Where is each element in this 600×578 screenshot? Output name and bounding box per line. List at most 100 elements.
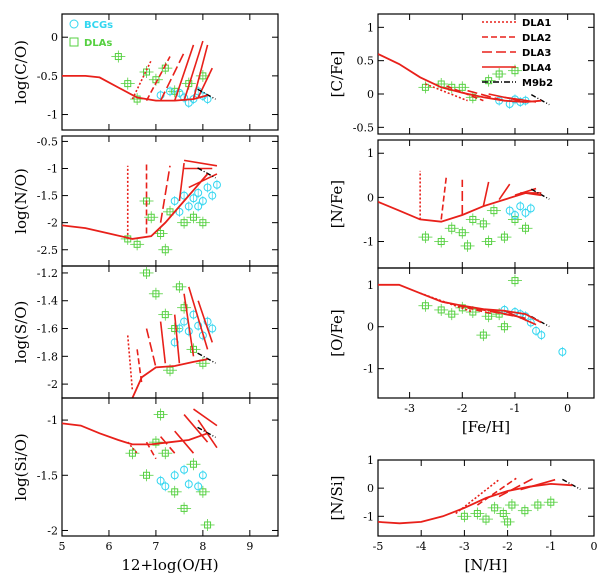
right-nsi-dla-point bbox=[547, 498, 555, 506]
right-nsi-dla-point bbox=[534, 501, 542, 509]
right-ofe-bcg-point bbox=[526, 318, 535, 327]
right-nsi-xtick-label: -1 bbox=[545, 540, 556, 553]
left-so-plot-area bbox=[126, 266, 217, 398]
left-no-bcg-point bbox=[198, 197, 207, 205]
left-sio-model-branch bbox=[174, 430, 195, 454]
right-cfe-ytick-label: 0.5 bbox=[357, 55, 375, 68]
right-nfe-dla-point bbox=[448, 224, 456, 232]
legend-label-dlas: DLAs bbox=[84, 38, 112, 49]
right-nsi-plot-area bbox=[378, 477, 581, 528]
right-ofe-xtick-label: -2 bbox=[457, 402, 468, 415]
left-so-ytick-label: -1.8 bbox=[37, 350, 58, 363]
left-so-ylabel: log(S/O) bbox=[12, 301, 30, 364]
left-co-model-branch bbox=[192, 44, 209, 100]
right-ofe-dla-point bbox=[437, 306, 445, 314]
right-nfe-dla-point bbox=[469, 215, 477, 223]
right-nfe-ylabel: [N/Fe] bbox=[328, 180, 346, 228]
right-nfe-dla-point bbox=[485, 238, 493, 246]
right-cfe-ytick-label: 1 bbox=[367, 21, 374, 34]
left-sio-ytick-label: -1 bbox=[47, 414, 58, 427]
left-sio-bcg-point bbox=[170, 471, 179, 480]
left-so-model-branch bbox=[173, 314, 181, 364]
right-nsi-xtick-label: -5 bbox=[373, 540, 384, 553]
right-cfe-dla-point bbox=[495, 70, 503, 78]
right-ofe-dla-point bbox=[479, 331, 487, 339]
right-nfe-frame bbox=[377, 139, 595, 269]
left-so-model-branch bbox=[183, 293, 195, 357]
right-nfe-bcg-point bbox=[516, 202, 525, 211]
right-nfe-model-branch bbox=[440, 175, 448, 220]
right-ofe-xtick-label: -1 bbox=[510, 402, 521, 415]
left-no-dla-point bbox=[199, 219, 207, 227]
right-nfe-dla-point bbox=[490, 207, 498, 215]
left-no-dla-point bbox=[189, 213, 197, 221]
right-cfe-dla-point bbox=[485, 77, 493, 85]
left-sio-model-branch bbox=[183, 414, 209, 443]
right-ofe-model-curve bbox=[378, 283, 542, 324]
right-nfe-dla-point bbox=[522, 224, 530, 232]
left-so-frame bbox=[61, 265, 279, 399]
right-nfe-bcg-point bbox=[510, 211, 519, 220]
left-co-model-curve bbox=[62, 75, 208, 102]
left-no-ytick-label: -2.5 bbox=[37, 244, 58, 257]
right-nfe-ytick-label: 1 bbox=[367, 147, 374, 160]
right-cfe-m9b2-line bbox=[530, 94, 550, 106]
left-sio-bcg-point bbox=[184, 480, 193, 489]
left-co-bcg-point bbox=[180, 93, 189, 102]
left-so-bcg-point bbox=[208, 324, 217, 333]
right-nsi-ytick-label: 1 bbox=[367, 454, 374, 467]
left-co-model-branch bbox=[183, 40, 204, 101]
left-co-m9b2-line bbox=[197, 88, 216, 100]
left-sio-dla-point bbox=[157, 411, 165, 419]
left-sio-bcg-point bbox=[198, 471, 207, 480]
left-co-plot-area bbox=[62, 40, 216, 108]
left-sio-xtick-label: 5 bbox=[59, 540, 66, 553]
left-co-bcg-point bbox=[166, 87, 174, 96]
right-nfe-model-branch bbox=[482, 181, 490, 207]
left-co-ylabel: log(C/O) bbox=[12, 40, 30, 104]
left-sio-dla-point bbox=[180, 504, 188, 512]
legend-label-dla2: DLA2 bbox=[522, 33, 551, 44]
left-no-bcg-point bbox=[189, 194, 198, 203]
left-sio-xtick-label: 9 bbox=[246, 540, 253, 553]
left-so-model-branch bbox=[159, 321, 167, 364]
left-no-model-branch bbox=[178, 162, 185, 202]
right-cfe-dla-point bbox=[458, 83, 466, 91]
left-so-model-branch bbox=[197, 300, 214, 343]
left-no-bcg-point bbox=[194, 202, 203, 211]
left-sio-dla-point bbox=[204, 521, 212, 529]
left-no-dla-point bbox=[133, 240, 141, 248]
left-sio-plot-area bbox=[62, 408, 218, 531]
legend-label-dla1: DLA1 bbox=[522, 18, 551, 29]
left-sio-model-curve bbox=[62, 422, 208, 446]
left-co-model-branch bbox=[173, 44, 195, 101]
right-ofe-model-branch bbox=[504, 310, 537, 326]
right-nfe-dla-point bbox=[458, 229, 466, 237]
left-sio-xlabel: 12+log(O/H) bbox=[121, 556, 218, 574]
left-so-model-curve bbox=[131, 358, 208, 398]
left-no-bcg-point bbox=[194, 188, 203, 197]
right-ofe-xtick-label: -3 bbox=[404, 402, 415, 415]
left-co-frame bbox=[61, 13, 279, 131]
right-ofe-ytick-label: 1 bbox=[367, 279, 374, 292]
left-no-dla-point bbox=[166, 208, 174, 216]
right-nfe-dla-point bbox=[500, 233, 508, 241]
right-ofe-dla-point bbox=[421, 302, 429, 310]
right-ofe-dla-point bbox=[500, 323, 508, 331]
left-no-dla-point bbox=[180, 219, 188, 227]
right-nfe-plot-area bbox=[378, 170, 550, 252]
left-co-model-branch bbox=[145, 56, 171, 101]
right-ofe-dla-point bbox=[448, 310, 456, 318]
left-sio-model-branch bbox=[159, 436, 176, 454]
left-co-model-branch bbox=[131, 60, 152, 100]
right-ofe-bcg-point bbox=[537, 331, 546, 340]
left-so-dla-point bbox=[175, 283, 183, 291]
right-nsi-dla-point bbox=[508, 501, 516, 509]
left-sio-frame bbox=[61, 397, 279, 537]
right-nsi-model-branch bbox=[498, 477, 534, 498]
right-nfe-bcg-point bbox=[505, 206, 514, 215]
left-no-ytick-label: -0.5 bbox=[37, 135, 58, 148]
right-nsi-ylabel: [N/Si] bbox=[328, 476, 346, 521]
right-ofe-ylabel: [O/Fe] bbox=[328, 309, 346, 357]
left-sio-dla-point bbox=[171, 488, 179, 496]
